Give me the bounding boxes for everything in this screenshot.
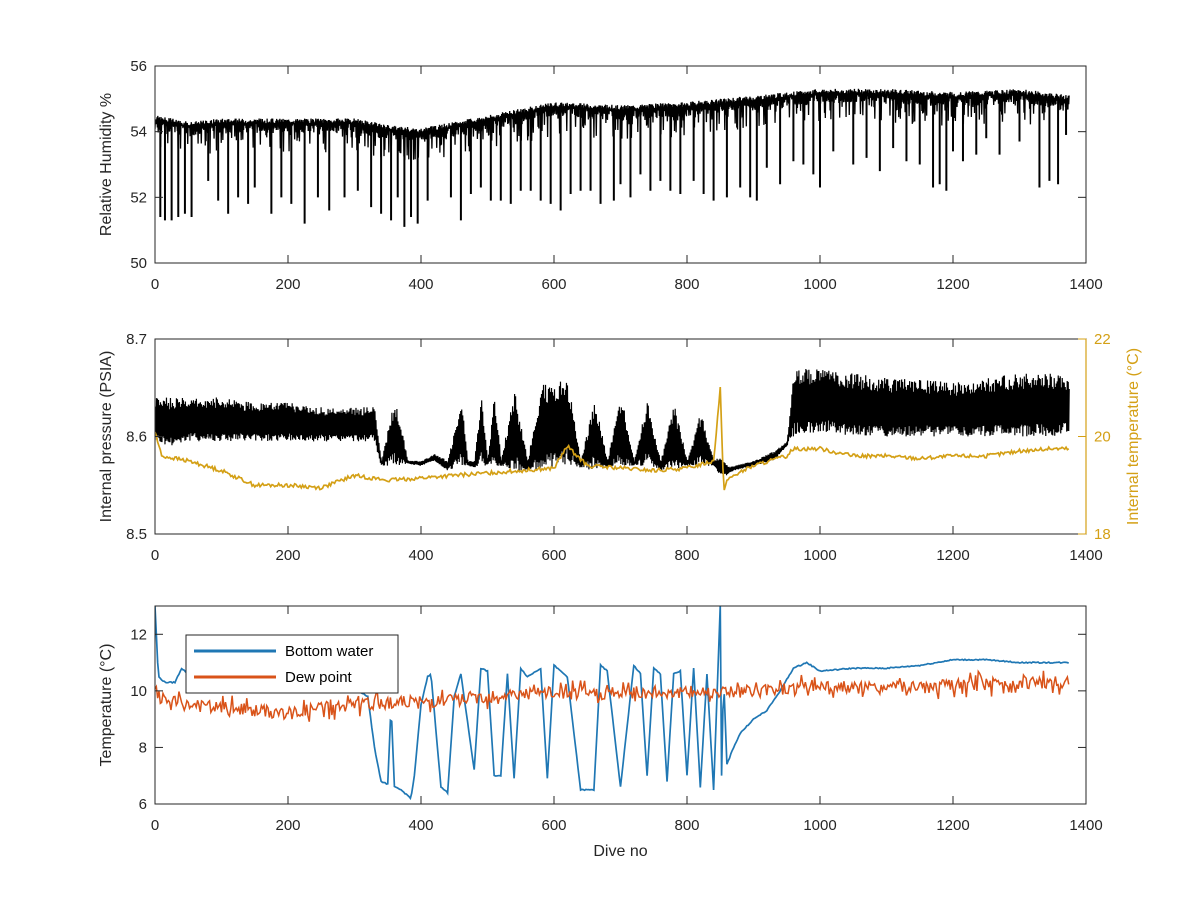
x-tick-label: 200 xyxy=(275,276,300,293)
x-ticks-humidity: 0 200 400 600 800 1000 1200 1400 xyxy=(151,66,1103,293)
y-tick-label: 8.7 xyxy=(126,331,147,348)
y-axis-label-internal-temperature: Internal temperature (°C) xyxy=(1125,348,1142,525)
x-tick-label: 0 xyxy=(151,817,159,834)
axes-box xyxy=(154,65,1087,264)
series-line-internal-pressure xyxy=(155,368,1070,476)
x-tick-label: 800 xyxy=(674,817,699,834)
axes-frame-temperature xyxy=(154,605,1087,805)
legend-label-bottom-water: Bottom water xyxy=(285,643,373,660)
x-tick-label: 600 xyxy=(541,276,566,293)
y-tick-label: 52 xyxy=(130,189,147,206)
y-tick-label-right: 22 xyxy=(1094,331,1111,348)
series-group xyxy=(155,368,1070,491)
x-tick-label: 1400 xyxy=(1069,276,1102,293)
y-tick-label: 6 xyxy=(139,796,147,813)
x-tick-label: 0 xyxy=(151,547,159,564)
x-tick-label: 1000 xyxy=(803,547,836,564)
x-tick-label: 400 xyxy=(408,276,433,293)
panel-internal-pressure: 0 200 400 600 800 1000 1200 1400 8.5 8.6 8.7 18 20… xyxy=(98,331,1142,564)
x-tick-label: 800 xyxy=(674,276,699,293)
x-tick-label: 1200 xyxy=(936,817,969,834)
y-tick-label: 56 xyxy=(130,58,147,75)
x-tick-label: 400 xyxy=(408,817,433,834)
x-ticks-pressure: 0 200 400 600 800 1000 1200 1400 xyxy=(151,339,1103,564)
y-axis-label-pressure: Internal pressure (PSIA) xyxy=(98,351,115,523)
series-group xyxy=(155,88,1070,227)
x-tick-label: 1400 xyxy=(1069,547,1102,564)
series-line-humidity xyxy=(155,88,1070,161)
y-axis-label-temperature: Temperature (°C) xyxy=(98,644,115,767)
x-tick-label: 600 xyxy=(541,547,566,564)
y-tick-label-right: 18 xyxy=(1094,526,1111,543)
x-tick-label: 1200 xyxy=(936,276,969,293)
y-axis-label-humidity: Relative Humidity % xyxy=(98,93,115,236)
x-tick-label: 200 xyxy=(275,817,300,834)
x-ticks-temperature: 0 200 400 600 800 1000 1200 1400 xyxy=(151,606,1103,834)
series-line-internal-temperature xyxy=(155,386,1070,491)
y-tick-label-right: 20 xyxy=(1094,429,1111,446)
x-tick-label: 200 xyxy=(275,547,300,564)
y-ticks-pressure: 8.5 8.6 8.7 xyxy=(126,331,163,543)
axes-frame-humidity xyxy=(154,65,1087,264)
y-tick-label: 12 xyxy=(130,626,147,643)
x-tick-label: 1400 xyxy=(1069,817,1102,834)
legend-box xyxy=(185,634,399,694)
x-tick-label: 1000 xyxy=(803,276,836,293)
y-tick-label: 54 xyxy=(130,124,147,141)
axes-box xyxy=(154,605,1087,805)
y-tick-label: 8.6 xyxy=(126,429,147,446)
y-tick-label: 10 xyxy=(130,683,147,700)
x-tick-label: 800 xyxy=(674,547,699,564)
x-tick-label: 0 xyxy=(151,276,159,293)
x-tick-label: 1200 xyxy=(936,547,969,564)
x-tick-label: 600 xyxy=(541,817,566,834)
y-ticks-humidity: 50 52 54 56 xyxy=(130,58,1086,272)
panel-temperature: 0 200 400 600 800 1000 1200 1400 6 8 10 12 Tempera… xyxy=(98,605,1103,860)
y-tick-label: 8 xyxy=(139,739,147,756)
y-ticks-temperature: 6 8 10 12 xyxy=(130,626,1086,813)
panel-relative-humidity: 0 200 400 600 800 1000 1200 1400 50 52 54 56 Relat… xyxy=(98,58,1103,293)
legend: Bottom water Dew point xyxy=(185,634,399,694)
plot-area-pressure xyxy=(155,368,1070,491)
y-ticks-right-temperature: 18 20 22 xyxy=(1078,331,1111,543)
x-tick-label: 400 xyxy=(408,547,433,564)
series-line-dew-point xyxy=(155,669,1070,722)
y-tick-label: 8.5 xyxy=(126,526,147,543)
y-tick-label: 50 xyxy=(130,255,147,272)
legend-label-dew-point: Dew point xyxy=(285,669,353,686)
x-axis-label-dive-no: Dive no xyxy=(593,843,647,860)
plot-area-humidity xyxy=(155,88,1070,227)
x-tick-label: 1000 xyxy=(803,817,836,834)
